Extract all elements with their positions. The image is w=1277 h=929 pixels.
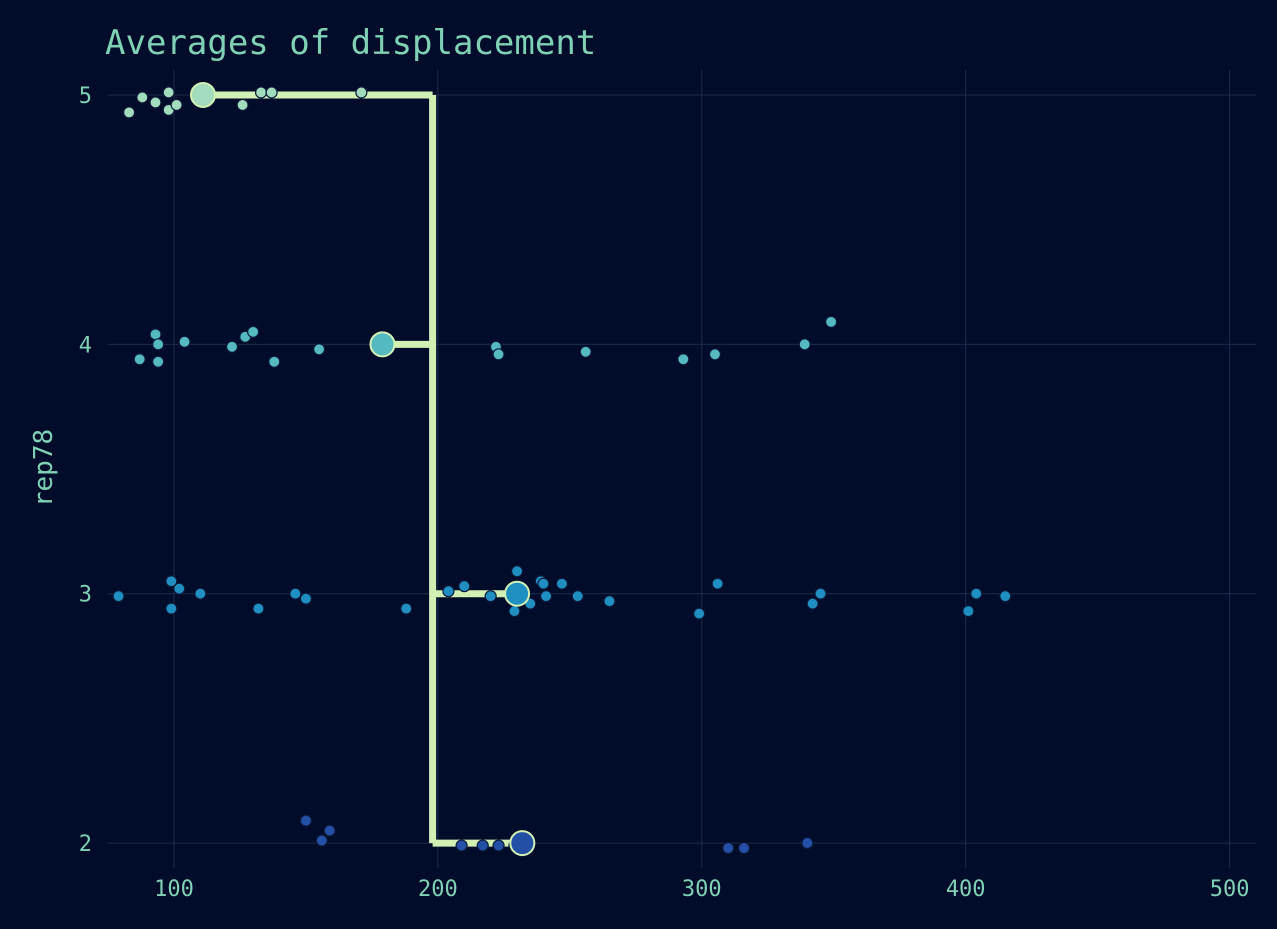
data-point <box>149 96 162 109</box>
data-point <box>962 605 975 618</box>
data-point <box>693 607 706 620</box>
data-point <box>737 841 751 855</box>
data-point <box>801 836 814 850</box>
data-point <box>178 335 191 348</box>
x-tick-label: 500 <box>1210 877 1250 902</box>
y-tick-label: 4 <box>79 333 92 358</box>
data-point <box>265 86 278 99</box>
data-point <box>555 577 569 590</box>
data-point <box>484 590 497 603</box>
data-point <box>252 602 265 615</box>
data-point <box>162 86 175 99</box>
data-point <box>194 587 207 600</box>
data-point <box>152 355 165 368</box>
y-tick-label: 2 <box>79 832 92 857</box>
data-point <box>508 605 521 618</box>
data-point <box>476 839 489 852</box>
average-connector <box>203 91 523 847</box>
x-tick-label: 100 <box>154 877 194 902</box>
data-point <box>254 86 268 99</box>
data-point <box>400 602 413 615</box>
average-marker <box>504 580 531 607</box>
average-markers <box>190 81 536 857</box>
data-point <box>492 348 505 361</box>
y-tick-label: 3 <box>79 583 92 608</box>
data-point <box>165 602 178 615</box>
data-point <box>510 565 524 578</box>
data-point <box>299 814 313 827</box>
data-point <box>149 328 162 341</box>
data-point <box>571 590 584 603</box>
tick-labels: 100 200 300 400 500 2 3 4 5 <box>79 84 1250 902</box>
data-point <box>492 839 505 852</box>
data-point <box>313 343 326 356</box>
data-point <box>225 340 239 353</box>
data-point <box>603 595 616 608</box>
data-point <box>458 580 471 593</box>
data-point <box>798 338 811 351</box>
data-point <box>455 839 468 852</box>
data-point <box>236 98 249 112</box>
data-point <box>315 834 328 847</box>
data-point <box>247 325 260 338</box>
data-point <box>677 353 690 366</box>
data-point <box>355 86 368 99</box>
data-point <box>825 315 838 328</box>
data-point <box>806 597 819 610</box>
data-point <box>123 106 136 119</box>
data-point <box>268 355 281 368</box>
x-tick-label: 200 <box>418 877 458 902</box>
average-marker <box>369 331 396 358</box>
data-point <box>173 582 186 595</box>
average-marker <box>190 81 217 108</box>
data-point <box>539 590 553 603</box>
data-point <box>170 98 183 112</box>
y-tick-label: 5 <box>79 84 92 109</box>
data-point <box>165 575 178 588</box>
data-point <box>133 353 146 366</box>
x-tick-label: 300 <box>682 877 722 902</box>
data-point <box>112 590 125 603</box>
data-point <box>442 585 455 598</box>
data-point <box>711 577 724 590</box>
average-marker <box>509 830 536 857</box>
y-axis-title: rep78 <box>29 429 59 507</box>
data-point <box>299 592 313 605</box>
data-points <box>112 86 1012 855</box>
data-point <box>970 587 983 600</box>
data-point <box>323 824 336 837</box>
data-point <box>289 587 302 600</box>
data-point <box>579 345 592 358</box>
data-point <box>999 590 1012 603</box>
data-point <box>814 587 827 600</box>
data-point <box>152 338 165 351</box>
chart-title: Averages of displacement <box>105 23 596 63</box>
data-point <box>722 841 735 855</box>
data-point <box>708 348 722 361</box>
x-tick-label: 400 <box>946 877 986 902</box>
data-point <box>537 577 550 590</box>
data-point <box>136 91 149 104</box>
grid <box>108 70 1256 868</box>
